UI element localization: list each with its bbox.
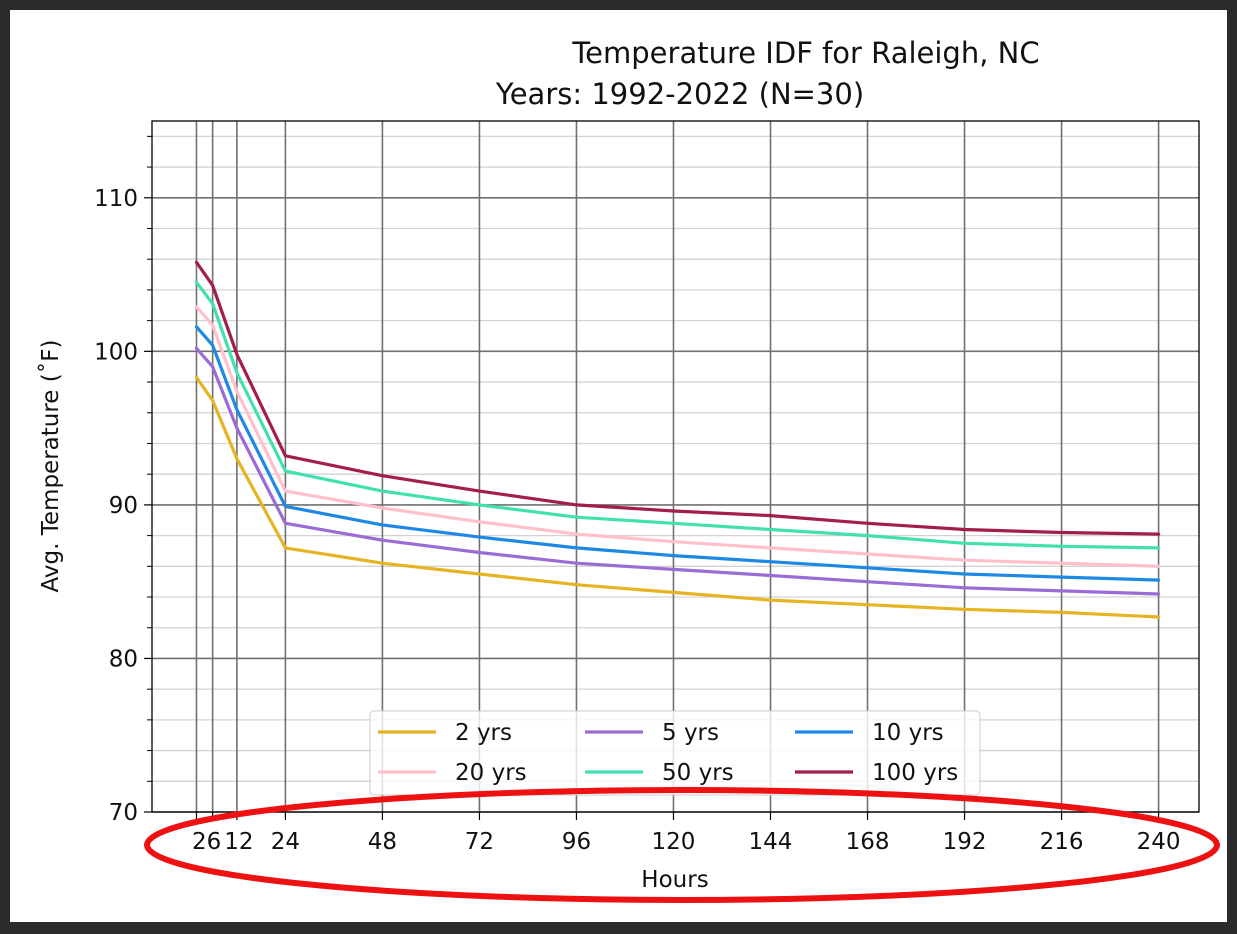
series-lines: [194, 260, 1161, 619]
x-tick-label: 12: [224, 829, 253, 855]
series-line-50-yrs: [194, 280, 1161, 550]
series-line-100-yrs: [194, 260, 1161, 536]
legend-label-10-yrs: 10 yrs: [872, 720, 944, 746]
axes-box: [151, 120, 1200, 813]
chart-title: Temperature IDF for Raleigh, NC: [571, 36, 1039, 70]
x-axis-ticks: 26 12 24 48 72 96 120 144 168 192 216 240: [192, 812, 1181, 855]
x-tick-label: 26: [192, 829, 221, 855]
legend: 2 yrs 5 yrs 10 yrs 20 yrs 50 yrs 100 yrs: [369, 710, 981, 796]
legend-label-20-yrs: 20 yrs: [455, 760, 527, 786]
x-tick-label: 24: [271, 829, 300, 855]
y-tick-label: 90: [109, 493, 138, 519]
red-highlight-ellipse: [144, 787, 1220, 903]
legend-label-2-yrs: 2 yrs: [455, 720, 512, 746]
minor-gridlines: [152, 135, 1199, 782]
x-tick-label: 72: [465, 829, 494, 855]
series-line-10-yrs: [194, 325, 1161, 582]
y-tick-label: 80: [109, 646, 138, 672]
x-tick-label: 240: [1137, 829, 1181, 855]
x-tick-label: 48: [368, 829, 397, 855]
series-line-5-yrs: [194, 346, 1161, 596]
y-tick-label: 70: [109, 800, 138, 826]
y-axis-label: Avg. Temperature (˚F): [37, 340, 64, 593]
y-tick-label: 110: [94, 186, 138, 212]
x-tick-label: 144: [749, 829, 793, 855]
chart-subtitle: Years: 1992-2022 (N=30): [495, 77, 864, 111]
x-tick-label: 120: [652, 829, 696, 855]
series-line-20-yrs: [194, 305, 1161, 568]
x-tick-label: 192: [943, 829, 987, 855]
legend-label-100-yrs: 100 yrs: [872, 760, 958, 786]
x-tick-label: 96: [562, 829, 591, 855]
x-axis-label: Hours: [641, 867, 708, 893]
x-tick-label: 216: [1040, 829, 1084, 855]
legend-label-5-yrs: 5 yrs: [662, 720, 719, 746]
x-tick-label: 168: [846, 829, 890, 855]
y-axis-ticks: 70 80 90 100 110: [94, 135, 152, 826]
legend-label-50-yrs: 50 yrs: [662, 760, 734, 786]
y-tick-label: 100: [94, 339, 138, 365]
major-gridlines: [152, 121, 1199, 813]
series-line-2-yrs: [194, 375, 1161, 619]
